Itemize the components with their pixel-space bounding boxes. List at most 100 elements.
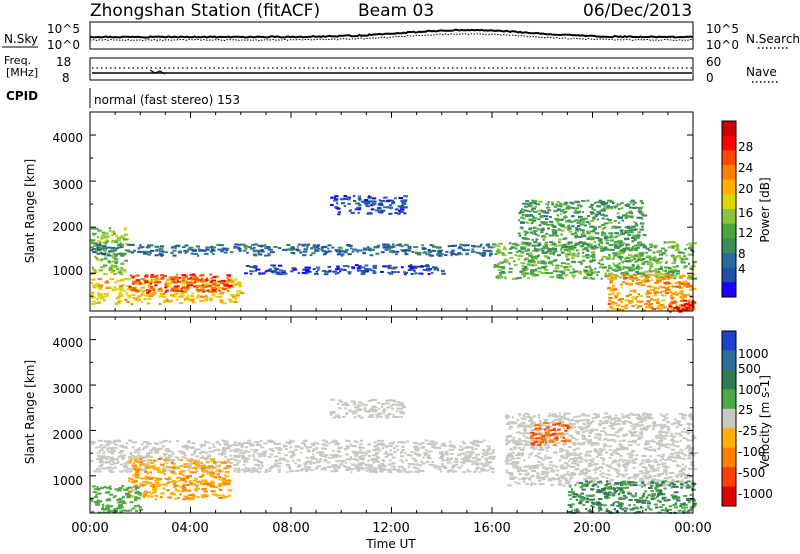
powerData-cell-3 [347,253,352,256]
velData-cell-0 [117,461,120,464]
powerData-cell-7 [605,207,611,210]
powerData-cell-0 [112,232,116,235]
powerData-cell-7 [521,237,527,240]
powerData-cell-2 [212,283,217,286]
powerData-cell-6 [536,262,541,264]
powerData-cell-2 [189,277,193,279]
velData-cell-0 [189,461,192,464]
velData-cell-0 [492,455,496,458]
velData-cell-0 [217,453,223,456]
velData-cell-0 [475,444,480,447]
powerData-cell-8 [669,302,674,305]
powerData-cell-7 [598,225,602,228]
powerData-cell-6 [618,256,624,259]
velData-cell-0 [462,452,467,455]
velData-cell-0 [357,456,362,459]
velData-cell-4 [530,439,535,442]
velData-cell-0 [294,445,299,448]
powerData-cell-7 [634,201,637,204]
powerData-cell-1 [220,287,224,289]
powerData-cell-8 [655,300,660,303]
powerData-cell-5 [378,199,381,202]
powerData-cell-6 [613,274,617,276]
powerData-cell-8 [677,292,680,295]
powerData-cell-3 [171,246,175,249]
powerData-cell-3 [296,249,299,251]
velData-cell-4 [545,447,549,449]
powerData-cell-7 [531,220,535,223]
powerData-cell-4 [356,267,361,270]
velData-cell-0 [441,455,445,458]
velData-cell-0 [483,464,488,467]
powerData-cell-1 [119,289,124,291]
powerData-cell-8 [688,302,693,304]
velData-cell-0 [386,468,390,471]
powerData-cell-7 [613,205,619,208]
velData-cell-0 [277,449,283,451]
powerData-cell-7 [580,245,583,248]
powerData-cell-4 [304,266,309,269]
velData-cell-1 [186,465,191,468]
powerCbar-swatch [722,238,736,254]
powerData-cell-1 [105,287,110,290]
velData-cell-1 [168,466,173,469]
velData-cell-0 [131,446,135,449]
powerData-cell-7 [533,211,538,213]
powerData-cell-5 [388,212,393,215]
velData-cell-0 [464,458,469,461]
powerData-cell-8 [616,292,621,295]
velData-cell-2 [116,507,121,510]
velData-cell-0 [328,456,332,459]
velData-cell-0 [388,459,392,462]
velData-cell-4 [685,431,689,434]
powerData-cell-7 [578,215,583,218]
powerData-cell-3 [352,248,357,251]
powerData-cell-2 [193,280,197,283]
powerData-cell-7 [591,207,594,210]
powerData-cell-6 [608,264,611,267]
velData-cell-4 [573,422,576,425]
velData-cell-0 [333,467,337,470]
velData-cell-0 [140,456,145,459]
powerData-cell-7 [556,201,560,203]
powerData-cell-3 [358,249,363,252]
velData-cell-0 [146,453,150,456]
powerData-cell-7 [524,231,528,234]
powerData-cell-8 [631,279,634,282]
velData-cell-0 [110,471,115,473]
powerData-cell-6 [565,262,571,265]
powerData-cell-4 [336,265,339,268]
powerData-cell-2 [171,276,176,279]
velData-cell-0 [279,457,284,460]
powerData-cell-3 [465,244,470,247]
velData-cell-1 [200,481,204,484]
velData-cell-0 [107,450,112,453]
velData-cell-0 [187,464,192,467]
powerData-cell-7 [589,230,593,233]
velData-cell-0 [266,439,272,442]
powerData-cell-3 [437,253,442,256]
velData-cell-0 [150,459,154,462]
velData-cell-4 [610,418,613,421]
powerData-cell-1 [116,288,120,291]
powerData-cell-2 [227,289,230,292]
velData-cell-1 [161,483,164,486]
powerData-cell-2 [155,274,159,277]
velData-cell-0 [353,445,357,448]
powerData-cell-6 [662,276,665,279]
powerData-cell-3 [388,248,392,251]
powerData-cell-7 [518,219,521,222]
powerData-cell-3 [220,249,224,252]
powerData-cell-8 [622,273,625,276]
velData-cell-4 [511,451,515,454]
powerData-cell-3 [123,253,127,256]
powerData-cell-5 [360,200,366,203]
powerData-cell-8 [646,276,649,279]
powerData-cell-3 [174,245,179,247]
velData-cell-1 [139,484,142,487]
powerData-cell-8 [628,282,633,285]
powerData-cell-8 [679,296,685,299]
velData-cell-1 [131,489,135,492]
velData-cell-0 [274,460,278,463]
powerData-cell-6 [497,250,500,253]
